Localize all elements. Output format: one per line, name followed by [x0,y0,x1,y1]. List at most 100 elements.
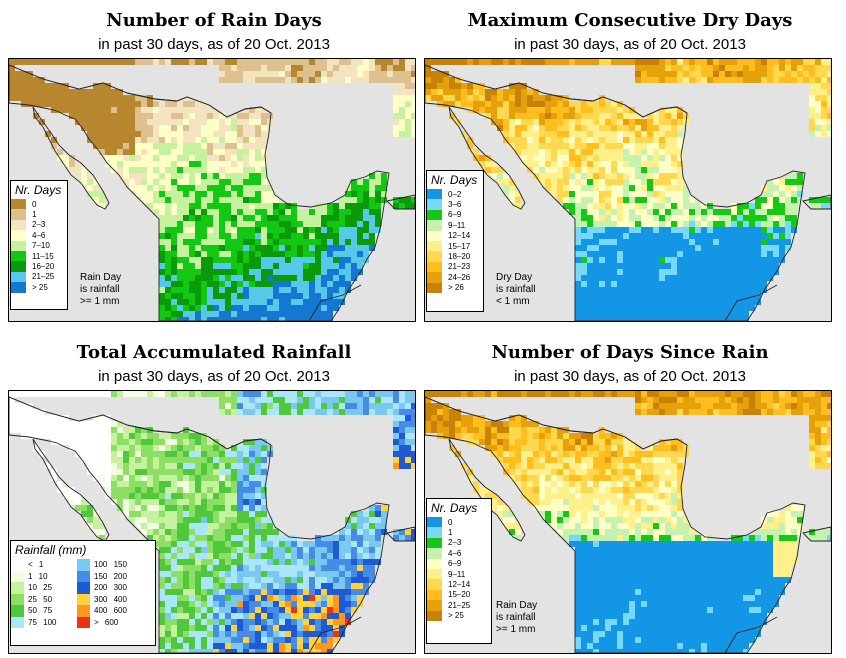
grid-cell [273,643,279,649]
grid-cell [159,499,165,505]
legend-item: > 600 [77,616,143,628]
grid-cell [81,391,87,397]
grid-cell [255,155,261,161]
grid-cell [159,511,165,517]
grid-cell [333,577,339,583]
grid-cell [339,409,345,415]
grid-cell [659,209,665,215]
grid-cell [575,221,581,227]
grid-cell [297,601,303,607]
grid-cell [255,143,261,149]
grid-cell [641,245,647,251]
grid-cell [189,269,195,275]
grid-cell [827,397,831,403]
grid-cell [153,155,159,161]
grid-cell [309,269,315,275]
grid-cell [659,245,665,251]
grid-cell [303,233,309,239]
grid-cell [653,197,659,203]
grid-cell [677,305,683,311]
grid-cell [327,643,333,649]
grid-cell [683,197,689,203]
grid-cell [249,275,255,281]
grid-cell [111,451,117,457]
grid-cell [165,505,171,511]
grid-cell [273,317,279,321]
grid-cell [219,305,225,311]
grid-cell [213,203,219,209]
grid-cell [177,523,183,529]
grid-cell [779,409,785,415]
grid-cell [303,251,309,257]
grid-cell [773,215,779,221]
grid-cell [135,173,141,179]
grid-cell [315,299,321,305]
grid-cell [695,251,701,257]
grid-cell [641,143,647,149]
legend-swatch [77,616,90,628]
grid-cell [279,281,285,287]
grid-cell [701,215,707,221]
grid-cell [689,221,695,227]
grid-cell [39,59,45,65]
grid-cell [243,391,249,397]
grid-cell [309,613,315,619]
grid-cell [557,433,563,439]
grid-cell [195,317,201,321]
grid-cell [219,643,225,649]
grid-cell [183,317,189,321]
grid-cell [665,113,671,119]
grid-cell [165,607,171,613]
grid-cell [617,197,623,203]
grid-cell [695,409,701,415]
grid-cell [249,553,255,559]
grid-cell [261,457,267,463]
grid-cell [267,583,273,589]
grid-cell [279,613,285,619]
grid-cell [539,451,545,457]
grid-cell [279,403,285,409]
grid-cell [303,613,309,619]
grid-cell [315,547,321,553]
grid-cell [683,239,689,245]
grid-cell [369,541,375,547]
grid-cell [653,173,659,179]
grid-cell [587,433,593,439]
grid-cell [201,565,207,571]
grid-cell [57,433,63,439]
grid-cell [147,391,153,397]
grid-cell [279,535,285,541]
grid-cell [683,299,689,305]
grid-cell [773,403,779,409]
grid-cell [755,293,761,299]
grid-cell [321,619,327,625]
grid-cell [267,619,273,625]
grid-cell [273,293,279,299]
grid-cell [437,77,443,83]
grid-cell [237,125,243,131]
grid-cell [183,107,189,113]
grid-cell [545,173,551,179]
grid-cell [647,209,653,215]
grid-cell [671,305,677,311]
grid-cell [201,113,207,119]
grid-cell [593,125,599,131]
grid-cell [147,493,153,499]
grid-cell [737,59,743,65]
grid-cell [743,239,749,245]
grid-cell [719,403,725,409]
grid-cell [237,445,243,451]
grid-cell [653,125,659,131]
grid-cell [593,317,599,321]
grid-cell [339,197,345,203]
grid-cell [129,427,135,433]
grid-cell [231,221,237,227]
grid-cell [449,427,455,433]
grid-cell [273,595,279,601]
grid-cell [189,547,195,553]
grid-cell [231,523,237,529]
grid-cell [399,463,405,469]
grid-cell [473,101,479,107]
grid-cell [569,119,575,125]
grid-cell [291,565,297,571]
